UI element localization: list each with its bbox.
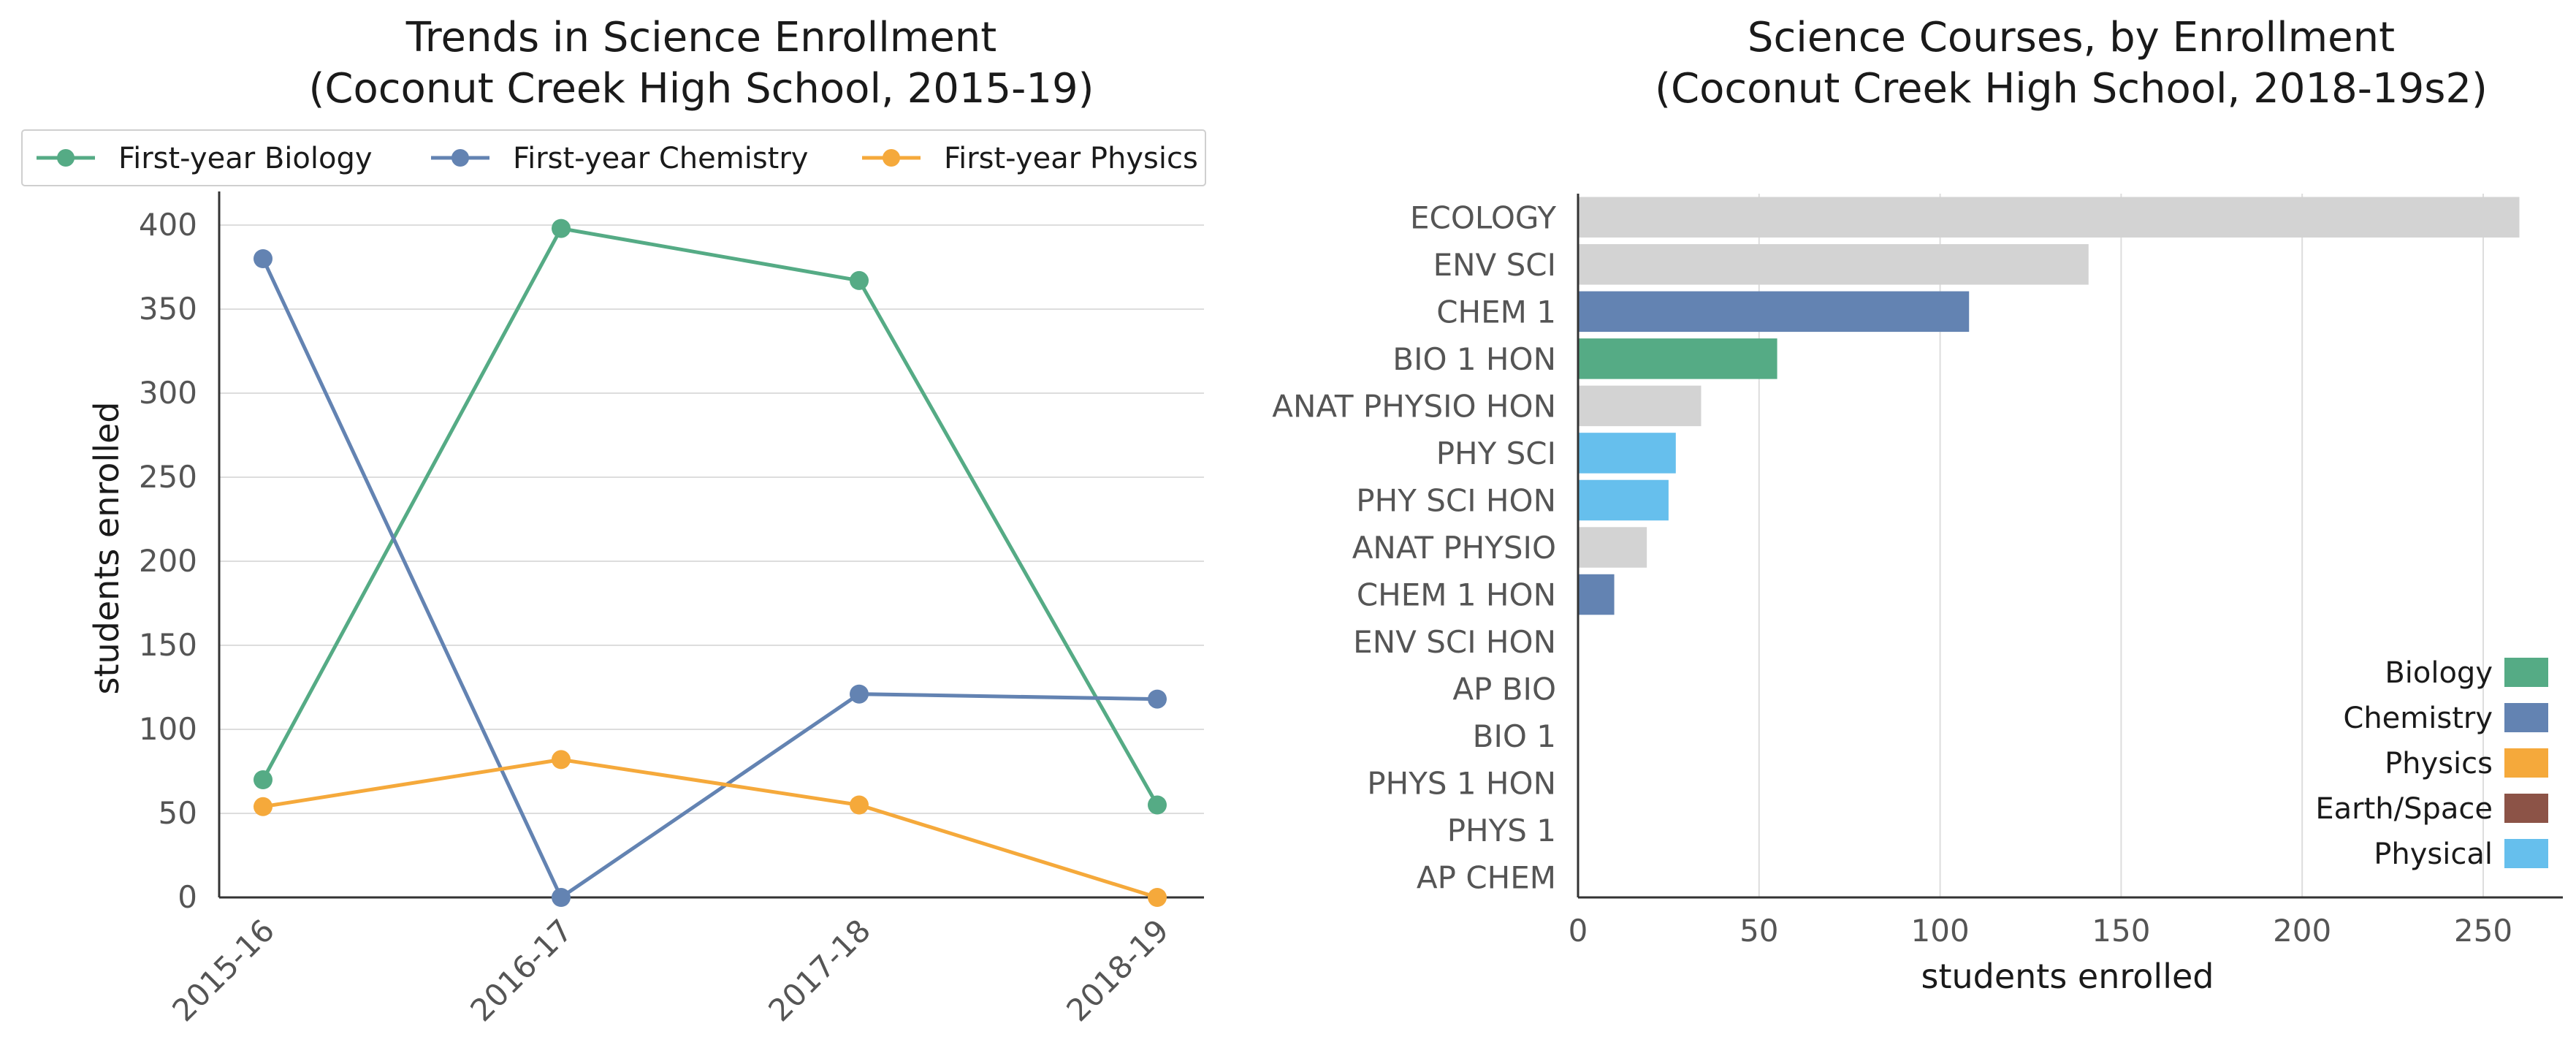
legend-swatch (2504, 748, 2548, 778)
series-line (262, 757, 1158, 900)
left-y-tick-label: 200 (139, 543, 197, 579)
category-label: ECOLOGY (1410, 200, 1556, 235)
legend-label: Earth/Space (2315, 792, 2493, 826)
left-series-points (254, 219, 1167, 907)
data-point (1148, 795, 1167, 815)
left-x-tick-label: 2016-17 (463, 912, 579, 1028)
legend-label: Biology (2385, 656, 2493, 690)
right-x-ticks: 0 50 100 150 200 250 (1569, 913, 2512, 949)
right-category-labels: ECOLOGY ENV SCI CHEM 1 BIO 1 HON ANAT PHYSIO… (1272, 200, 1556, 895)
legend-marker (57, 149, 75, 167)
left-y-tick-label: 250 (139, 459, 197, 495)
legend-label: Physical (2374, 837, 2493, 871)
right-bars (1578, 197, 2520, 615)
data-point (254, 249, 273, 268)
left-x-tick-label: 2018-19 (1059, 912, 1175, 1028)
data-point (850, 684, 869, 704)
bar (1578, 479, 1669, 521)
right-x-tick-label: 0 (1569, 913, 1588, 949)
data-point (1148, 689, 1167, 709)
category-label: AP CHEM (1417, 860, 1556, 896)
right-legend: Biology Chemistry Physics Earth/Space Physic… (2315, 656, 2548, 871)
left-x-ticks: 2015-16 2016-17 2017-18 2018-19 (165, 912, 1175, 1028)
data-point (552, 888, 571, 907)
legend-swatch (2504, 703, 2548, 732)
category-label: ANAT PHYSIO HON (1272, 388, 1556, 424)
category-label: PHY SCI HON (1356, 482, 1556, 518)
category-label: AP BIO (1452, 672, 1556, 707)
right-chart-title: Science Courses, by Enrollment (1748, 14, 2395, 61)
left-y-tick-label: 100 (139, 711, 197, 747)
category-label: ENV SCI (1433, 247, 1556, 283)
category-label: ANAT PHYSIO (1352, 530, 1556, 566)
data-point (850, 795, 869, 815)
data-point (254, 770, 273, 789)
legend-swatch (2504, 794, 2548, 823)
left-y-ticks: 0 50 100 150 200 250 300 350 400 (139, 207, 197, 915)
bar (1578, 338, 1777, 379)
legend-swatch (2504, 658, 2548, 687)
data-point (254, 797, 273, 816)
category-label: CHEM 1 (1436, 294, 1556, 330)
legend-label: First-year Biology (118, 142, 373, 175)
legend-label: First-year Chemistry (513, 142, 808, 175)
series-line (261, 257, 1158, 900)
left-legend: First-year Biology First-year Chemistry Fi… (37, 142, 1198, 175)
left-legend-box (21, 129, 1206, 186)
data-point (1148, 888, 1167, 907)
right-x-axis-label: students enrolled (1921, 957, 2214, 996)
left-x-tick-label: 2017-18 (761, 912, 877, 1028)
right-x-tick-label: 100 (1911, 913, 1970, 949)
bar (1578, 574, 1615, 615)
series-line (261, 226, 1159, 806)
right-x-tick-label: 50 (1739, 913, 1778, 949)
bar (1578, 197, 2520, 238)
left-y-tick-label: 300 (139, 375, 197, 411)
bar (1578, 291, 1970, 333)
bar (1578, 433, 1676, 474)
category-label: BIO 1 HON (1392, 341, 1556, 377)
left-series-lines (261, 226, 1159, 900)
right-x-tick-label: 250 (2454, 913, 2512, 949)
right-x-tick-label: 150 (2092, 913, 2150, 949)
data-point (850, 270, 869, 290)
left-x-tick-label: 2015-16 (165, 912, 281, 1028)
category-label: BIO 1 (1473, 718, 1556, 754)
category-label: PHYS 1 HON (1367, 766, 1556, 802)
legend-marker (451, 149, 469, 167)
left-y-tick-label: 400 (139, 207, 197, 243)
right-chart-subtitle: (Coconut Creek High School, 2018-19s2) (1655, 65, 2488, 113)
left-y-axis-label: students enrolled (87, 402, 126, 695)
legend-label: Chemistry (2343, 702, 2493, 735)
legend-marker (883, 149, 900, 167)
left-chart-title: Trends in Science Enrollment (405, 14, 997, 61)
category-label: PHYS 1 (1447, 813, 1556, 848)
category-label: ENV SCI HON (1353, 624, 1556, 660)
left-chart-subtitle: (Coconut Creek High School, 2015-19) (309, 65, 1094, 113)
category-label: PHY SCI (1436, 436, 1556, 471)
left-y-tick-label: 50 (159, 795, 197, 831)
legend-label: Physics (2385, 747, 2493, 780)
bar (1578, 527, 1647, 568)
bar (1578, 244, 2089, 285)
bar (1578, 385, 1702, 427)
left-y-tick-label: 150 (139, 627, 197, 663)
right-axes (1577, 194, 2563, 899)
data-point (552, 219, 571, 238)
data-point (552, 750, 571, 770)
left-y-tick-label: 350 (139, 291, 197, 327)
right-x-tick-label: 200 (2273, 913, 2331, 949)
left-y-tick-label: 0 (178, 879, 197, 915)
left-gridlines (219, 224, 1204, 814)
legend-label: First-year Physics (944, 142, 1198, 175)
legend-swatch (2504, 839, 2548, 868)
left-axes (218, 191, 1204, 899)
category-label: CHEM 1 HON (1357, 577, 1556, 613)
